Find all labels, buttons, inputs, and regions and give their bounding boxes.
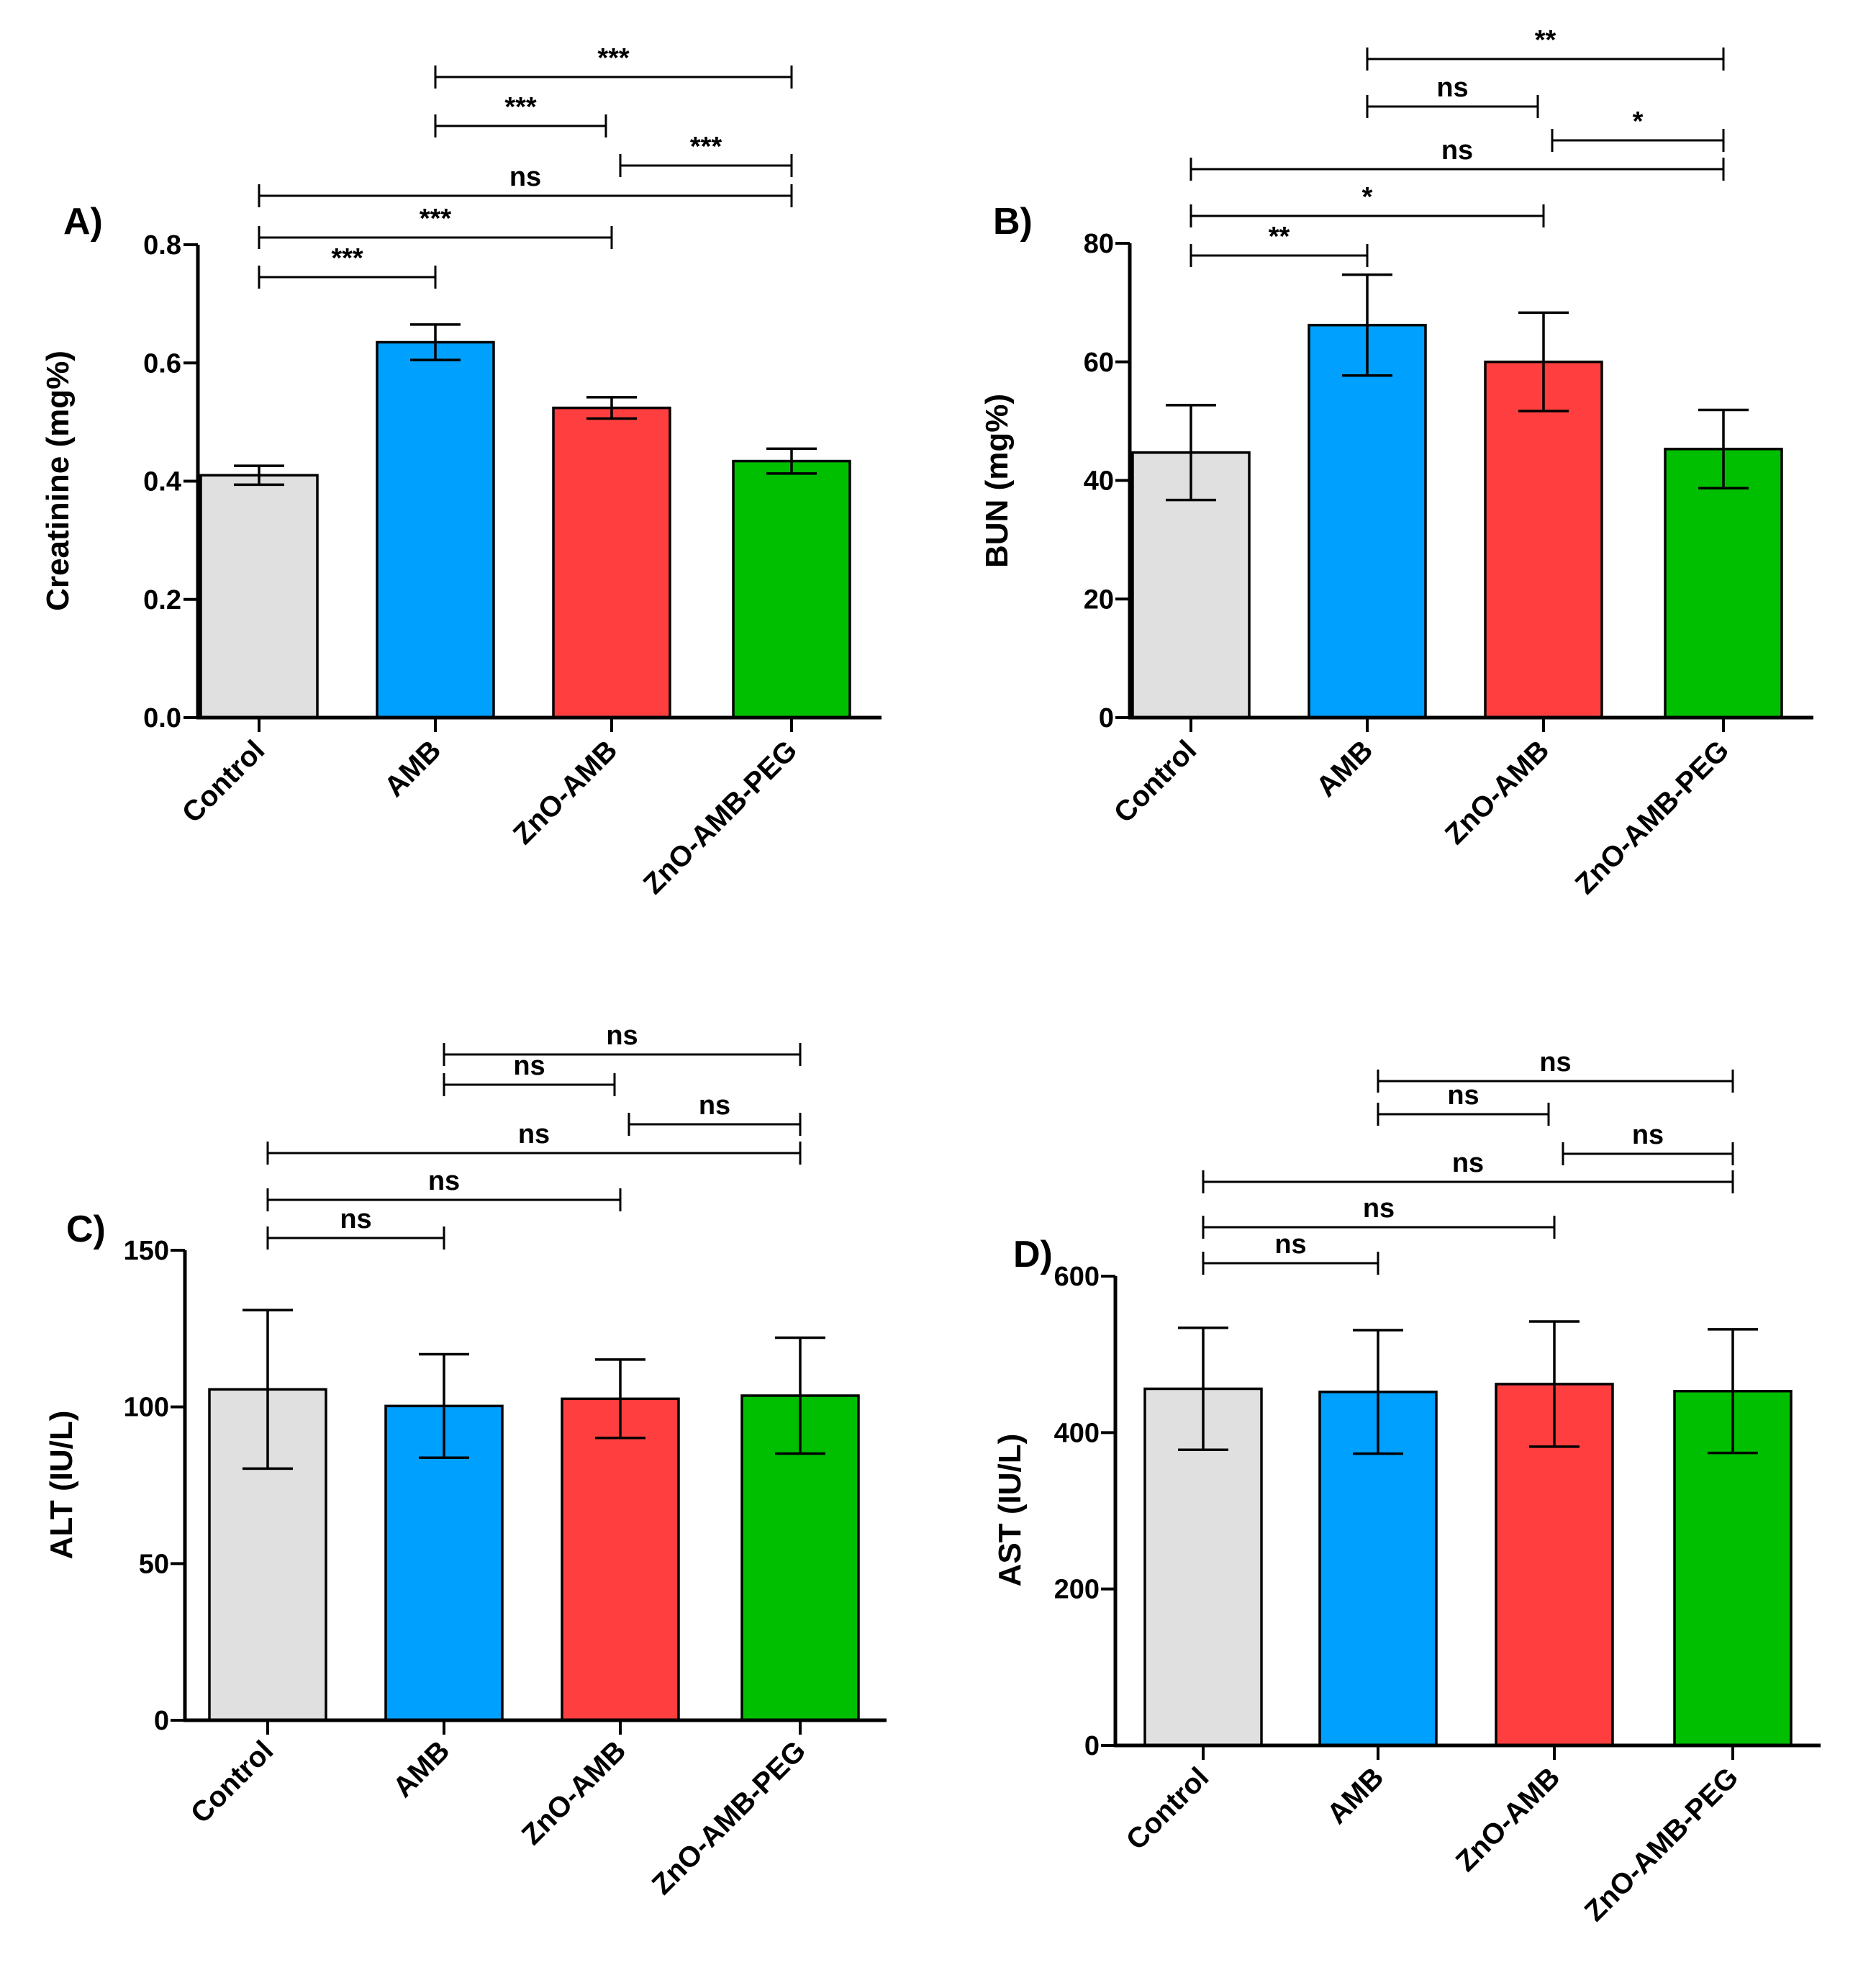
significance-label: ns: [1539, 1047, 1571, 1077]
y-tick-label: 0: [1099, 703, 1114, 733]
y-tick-label: 0.4: [143, 467, 181, 497]
significance-label: ns: [509, 162, 541, 192]
y-tick-label: 100: [124, 1393, 169, 1423]
panel-label: A): [63, 201, 103, 243]
y-axis-title: ALT (IU/L): [44, 1411, 79, 1560]
significance-label: ns: [1632, 1120, 1664, 1150]
significance-label: ns: [428, 1166, 460, 1196]
bar-zno-amb-peg: [732, 459, 851, 719]
significance-label: ns: [606, 1021, 638, 1051]
bar-control: [199, 474, 319, 719]
x-tick-label: Control: [176, 734, 271, 829]
significance-label: ***: [504, 92, 537, 122]
significance-label: ***: [690, 132, 722, 162]
y-tick-label: 80: [1084, 229, 1114, 259]
x-tick-label: AMB: [1310, 734, 1379, 803]
y-tick-label: 150: [124, 1236, 169, 1266]
bar-amb: [1308, 323, 1427, 719]
bar-zno-amb: [1484, 361, 1603, 719]
y-tick-label: 60: [1084, 348, 1114, 378]
significance-label: ***: [331, 243, 363, 274]
bar-zno-amb: [561, 1397, 680, 1722]
x-tick-label: Control: [185, 1735, 280, 1830]
significance-label: ns: [1436, 73, 1468, 103]
panel-4: D) AST (IU/L) 0 200 400 600 Control AMB ZnO-AMB Z…: [992, 1047, 1821, 1928]
significance-label: ns: [1447, 1080, 1479, 1111]
x-tick-label: ZnO-AMB-PEG: [638, 734, 804, 900]
significance-label: ns: [1274, 1229, 1306, 1260]
x-tick-label: AMB: [387, 1735, 456, 1804]
x-tick-label: ZnO-AMB: [516, 1735, 633, 1851]
significance-label: ***: [597, 43, 630, 73]
x-tick-label: AMB: [379, 734, 448, 803]
y-axis-title: AST (IU/L): [992, 1434, 1028, 1587]
significance-label: ns: [1363, 1193, 1395, 1224]
x-tick-label: AMB: [1321, 1761, 1390, 1830]
panel-3: C) ALT (IU/L) 0 50 100 150 Control AMB ZnO-AMB Zn…: [44, 1021, 887, 1901]
x-tick-label: ZnO-AMB-PEG: [646, 1735, 812, 1901]
y-tick-label: 0.0: [143, 703, 181, 733]
significance-label: ***: [420, 204, 452, 234]
significance-label: ns: [1452, 1148, 1484, 1178]
significance-label: ns: [699, 1090, 730, 1121]
significance-label: **: [1269, 222, 1290, 252]
significance-label: ns: [340, 1204, 371, 1234]
x-tick-label: ZnO-AMB: [507, 734, 624, 851]
y-tick-label: 0.8: [143, 230, 181, 261]
significance-label: ns: [1441, 135, 1473, 166]
bar-zno-amb-peg: [1664, 448, 1783, 719]
y-tick-label: 600: [1054, 1262, 1100, 1292]
panel-label: D): [1013, 1234, 1053, 1275]
y-axis-title: Creatinine (mg%): [40, 351, 76, 611]
panel-2: B) BUN (mg%) 0 20 40 60 80 Control AMB ZnO-AMB ZnO…: [979, 25, 1813, 900]
x-tick-label: ZnO-AMB-PEG: [1579, 1761, 1745, 1928]
x-tick-label: ZnO-AMB-PEG: [1569, 734, 1736, 900]
y-tick-label: 0: [1084, 1731, 1100, 1761]
y-tick-label: 50: [139, 1549, 169, 1579]
x-tick-label: Control: [1120, 1761, 1215, 1856]
panel-label: B): [993, 201, 1033, 243]
x-tick-label: Control: [1108, 734, 1203, 829]
bar-amb: [376, 340, 495, 719]
y-tick-label: 0: [154, 1706, 169, 1736]
y-axis-title: BUN (mg%): [979, 394, 1015, 568]
y-tick-label: 200: [1054, 1575, 1100, 1605]
y-tick-label: 40: [1084, 466, 1114, 497]
panel-1: A) Creatinine (mg%) 0.0 0.2 0.4 0.6 0.8 Control…: [40, 43, 882, 900]
y-tick-label: 400: [1054, 1418, 1100, 1448]
significance-label: ns: [513, 1051, 545, 1081]
y-tick-label: 20: [1084, 584, 1114, 615]
significance-label: **: [1535, 25, 1556, 55]
x-tick-label: ZnO-AMB: [1450, 1761, 1567, 1878]
x-tick-label: ZnO-AMB: [1439, 734, 1556, 851]
y-tick-label: 0.6: [143, 348, 181, 379]
bar-zno-amb: [552, 406, 671, 719]
y-tick-label: 0.2: [143, 585, 181, 615]
panel-label: C): [66, 1208, 106, 1250]
significance-label: ns: [518, 1119, 550, 1149]
significance-label: *: [1362, 182, 1373, 212]
significance-label: *: [1633, 107, 1644, 137]
